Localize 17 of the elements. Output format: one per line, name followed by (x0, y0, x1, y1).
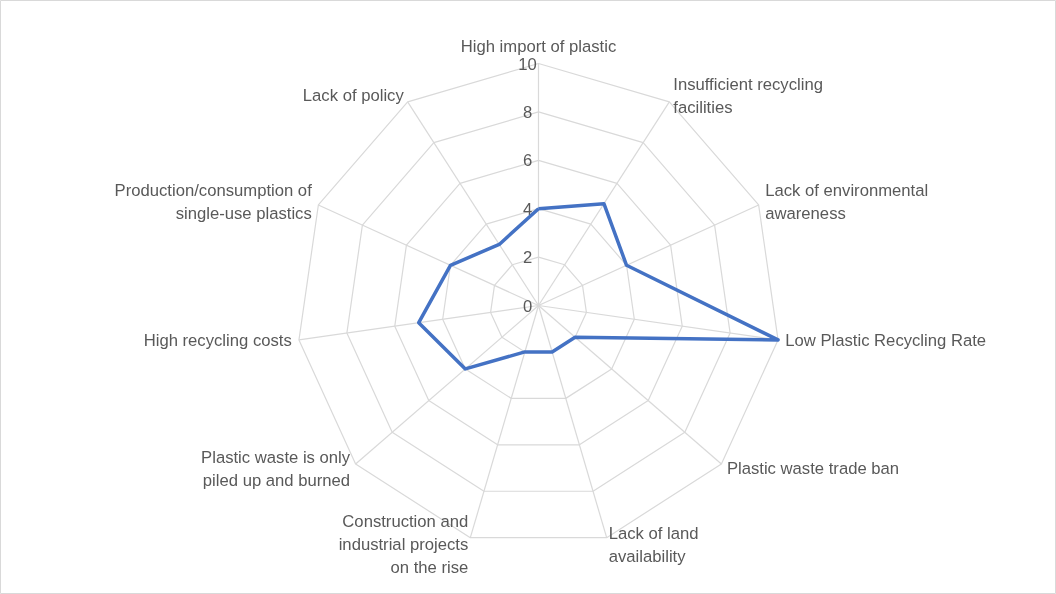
spoke-label: Production/consumption of single-use plastics (114, 181, 313, 223)
spoke-label: Insufficient recycling facilities (673, 74, 823, 117)
spoke-label: Plastic waste trade ban (726, 459, 900, 479)
y-tick-label: 0 (522, 296, 533, 316)
y-tick-label: 4 (522, 199, 533, 219)
spoke-label: Lack of policy (302, 86, 405, 106)
spoke-label: Low Plastic Recycling Rate (785, 331, 987, 351)
y-tick-label: 2 (522, 248, 533, 268)
spoke-label: Plastic waste is only piled up and burned (201, 447, 351, 490)
y-tick-label: 8 (522, 102, 533, 122)
spoke-label: Construction and industrial projects on the rise (338, 512, 469, 577)
spoke-label: High import of plastic (460, 37, 617, 57)
spoke-label: High recycling costs (143, 331, 292, 351)
spoke-label: Lack of land availability (608, 523, 699, 566)
spoke-label: Lack of environmental awareness (765, 181, 929, 223)
y-tick-label: 6 (522, 151, 533, 171)
y-tick-label: 10 (518, 54, 537, 74)
